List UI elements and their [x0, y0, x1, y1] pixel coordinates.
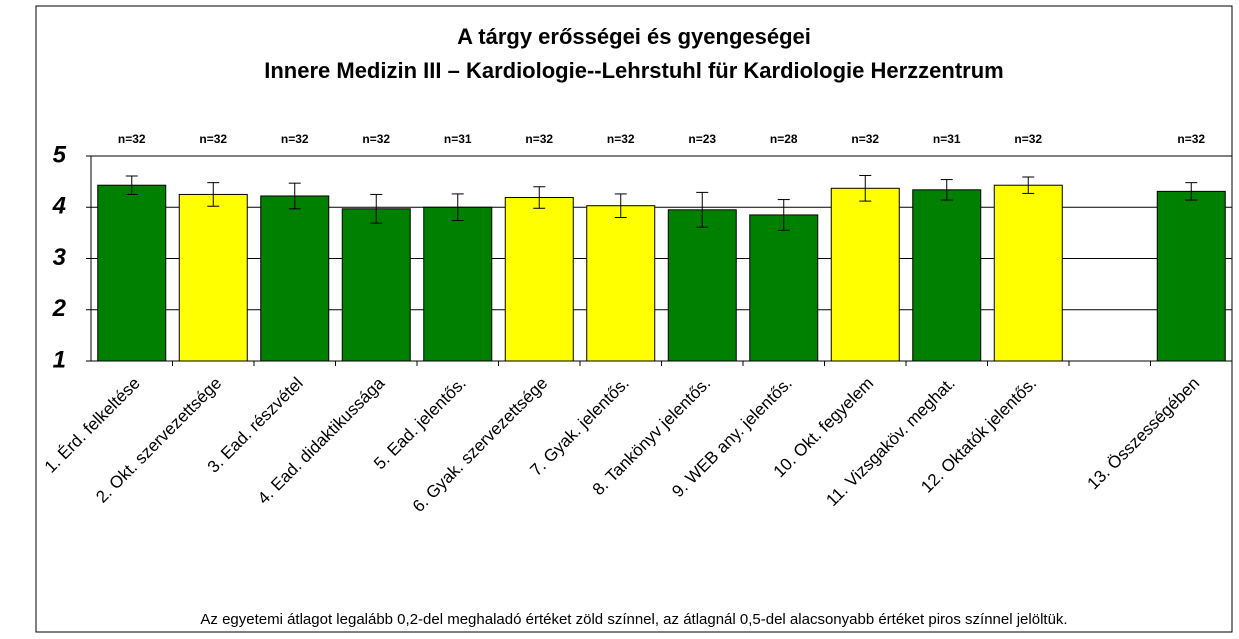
bar: [260, 195, 330, 362]
sample-size: n=31: [933, 132, 961, 146]
y-tick-label: 4: [52, 193, 66, 220]
sample-size: n=32: [1014, 132, 1042, 146]
sample-size: n=28: [770, 132, 798, 146]
chart-subtitle: Innere Medizin III – Kardiologie--Lehrst…: [264, 58, 1004, 83]
bar: [97, 184, 167, 362]
chart-title: A tárgy erősségei és gyengeségei: [457, 24, 811, 49]
bar: [912, 189, 982, 362]
sample-size: n=32: [525, 132, 553, 146]
bar: [1156, 190, 1226, 362]
y-tick-label: 1: [53, 346, 66, 373]
bar: [749, 214, 819, 362]
sample-size: n=32: [607, 132, 635, 146]
sample-size: n=31: [444, 132, 472, 146]
y-tick-label: 5: [53, 141, 67, 168]
sample-size: n=32: [362, 132, 390, 146]
sample-size: n=32: [118, 132, 146, 146]
bar: [586, 205, 656, 362]
bar: [423, 206, 493, 362]
sample-size: n=32: [851, 132, 879, 146]
y-tick-label: 2: [52, 295, 67, 322]
sample-size: n=23: [688, 132, 716, 146]
sample-size: n=32: [281, 132, 309, 146]
sample-size: n=32: [1177, 132, 1205, 146]
y-tick-label: 3: [53, 244, 67, 271]
footnote: Az egyetemi átlagot legalább 0,2-del meg…: [200, 611, 1067, 628]
bar: [178, 193, 248, 362]
bar: [830, 187, 900, 362]
bar: [341, 208, 411, 362]
bar: [993, 184, 1063, 362]
bar: [667, 209, 737, 362]
sample-size: n=32: [199, 132, 227, 146]
bar: [504, 197, 574, 362]
